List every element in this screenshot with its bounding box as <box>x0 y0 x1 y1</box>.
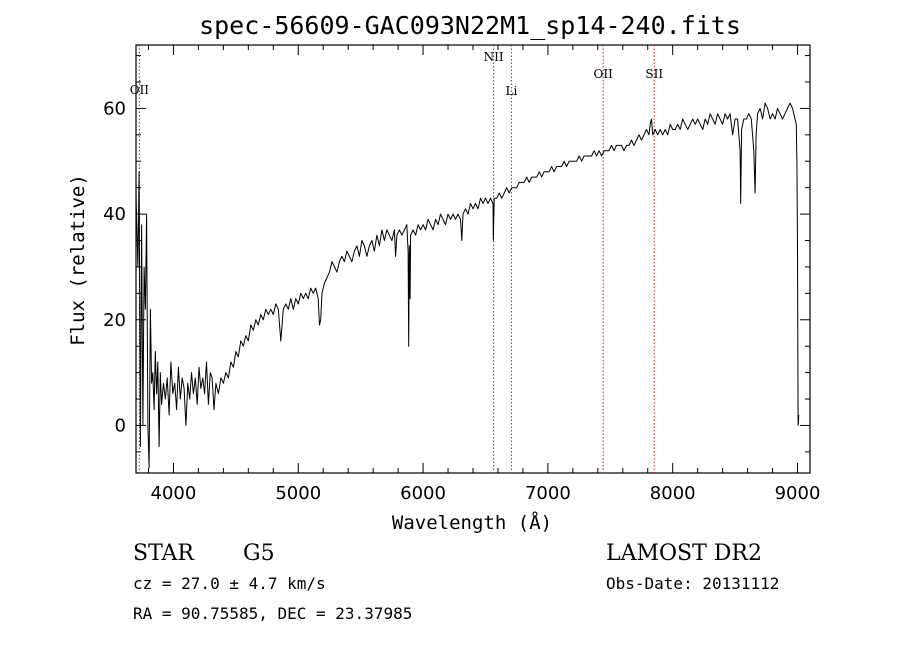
x-tick-label: 8000 <box>650 483 696 504</box>
object-subclass: G5 <box>243 541 275 566</box>
survey-name: LAMOST DR2 <box>606 541 762 566</box>
object-class: STAR <box>133 541 195 566</box>
x-tick-label: 7000 <box>525 483 571 504</box>
spectral-feature-labels: OII NII Li OII SII <box>130 50 664 98</box>
redshift-info: cz = 27.0 ± 4.7 km/s <box>133 574 326 593</box>
observation-date: Obs-Date: 20131112 <box>606 574 779 593</box>
feature-label-oii: OII <box>594 67 614 81</box>
x-tick-label: 6000 <box>400 483 446 504</box>
feature-label-li: Li <box>506 84 518 98</box>
x-tick-label: 5000 <box>275 483 321 504</box>
x-tick-label: 9000 <box>775 483 821 504</box>
axis-tick-labels: 4000 5000 6000 7000 8000 9000 0 20 40 60 <box>103 98 820 504</box>
coordinates: RA = 90.75585, DEC = 23.37985 <box>133 604 412 623</box>
y-tick-label: 60 <box>103 98 126 119</box>
x-tick-label: 4000 <box>151 483 197 504</box>
feature-label-nii: NII <box>484 50 504 64</box>
feature-label-oii: OII <box>130 83 150 97</box>
spectrum-line <box>135 102 800 469</box>
spectral-feature-lines <box>138 45 655 473</box>
feature-label-sii: SII <box>645 67 663 81</box>
y-tick-label: 20 <box>103 310 126 331</box>
y-tick-label: 0 <box>115 415 126 436</box>
chart-title: spec-56609-GAC093N22M1_sp14-240.fits <box>199 11 741 40</box>
y-axis-label: Flux (relative) <box>67 174 89 346</box>
axis-ticks <box>136 45 810 473</box>
plot-frame <box>135 44 811 474</box>
y-tick-label: 40 <box>103 204 126 225</box>
x-axis-label: Wavelength (Å) <box>392 511 552 534</box>
